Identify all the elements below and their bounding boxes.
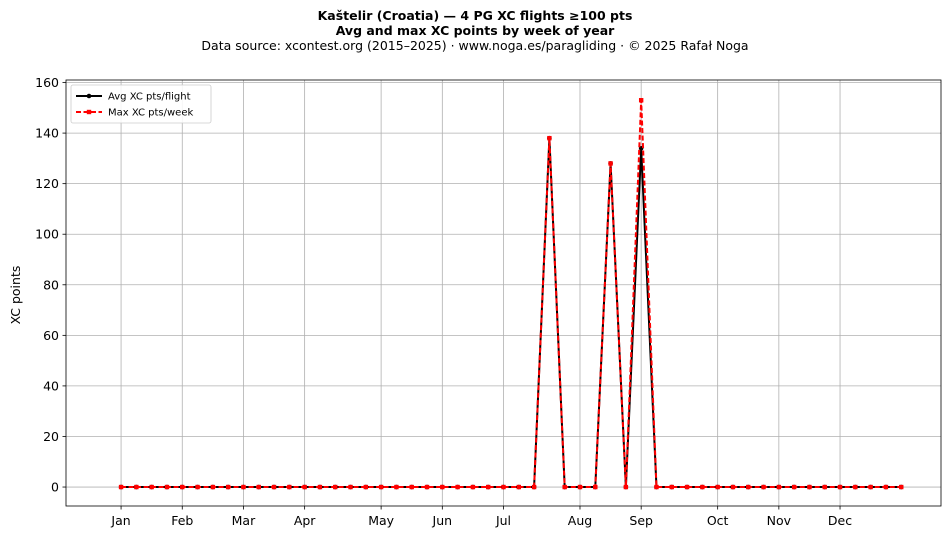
grid-layer — [66, 80, 941, 506]
y-tick-label: 140 — [35, 126, 59, 141]
max-point — [868, 484, 873, 490]
max-point — [302, 484, 307, 490]
max-point — [899, 484, 904, 490]
max-point — [287, 484, 292, 490]
max-point — [700, 484, 705, 490]
max-point — [608, 161, 613, 166]
max-point — [531, 484, 537, 490]
max-point — [180, 484, 185, 490]
max-point — [348, 484, 353, 490]
max-point — [837, 484, 843, 490]
max-point — [118, 484, 124, 490]
x-tick-label: Sep — [629, 513, 653, 528]
x-tick-label: Feb — [171, 513, 193, 528]
max-point — [547, 135, 552, 141]
max-point — [715, 484, 720, 490]
max-point — [486, 484, 491, 490]
legend-marker — [86, 93, 92, 99]
legend: Avg XC pts/flight Max XC pts/week — [70, 84, 212, 124]
x-tick-label: Dec — [828, 513, 852, 528]
x-tick-label: Oct — [707, 513, 729, 528]
legend-label: Avg XC pts/flight — [108, 92, 191, 103]
series-line-max — [121, 99, 902, 489]
max-point — [470, 484, 476, 490]
max-point — [271, 484, 277, 490]
y-tick-label: 0 — [51, 480, 59, 495]
y-tick-label: 40 — [43, 378, 59, 393]
max-point — [623, 484, 629, 490]
max-point — [746, 484, 751, 490]
y-tick-label: 120 — [35, 176, 59, 191]
max-point — [638, 98, 644, 103]
y-tick-label: 60 — [43, 328, 59, 343]
max-point — [654, 484, 659, 490]
series-line-avg — [121, 137, 902, 489]
max-point — [593, 484, 598, 490]
x-tick-label: Jul — [495, 513, 511, 528]
y-tick-label: 100 — [35, 227, 59, 242]
max-point — [424, 484, 430, 490]
legend-marker — [86, 109, 92, 115]
chart-title: Kaštelir (Croatia) — 4 PG XC flights ≥10… — [317, 8, 633, 23]
max-point — [577, 484, 583, 490]
max-point — [378, 484, 384, 490]
max-point — [241, 484, 246, 490]
max-point — [256, 484, 261, 490]
max-point — [853, 484, 858, 490]
max-point — [134, 484, 139, 490]
x-tick-label: Apr — [294, 513, 316, 528]
max-point — [822, 484, 827, 490]
x-tick-label: Jan — [110, 513, 130, 528]
max-point — [761, 484, 766, 490]
chart-subtitle: Avg and max XC points by week of year — [335, 23, 615, 38]
x-tick-label: May — [368, 513, 394, 528]
max-point — [501, 484, 506, 490]
max-point — [394, 484, 399, 490]
max-point — [791, 484, 797, 490]
chart-source-line: Data source: xcontest.org (2015–2025) · … — [201, 38, 749, 53]
max-point — [883, 484, 889, 490]
max-point — [730, 484, 736, 490]
max-point — [684, 484, 690, 490]
max-point — [409, 484, 414, 490]
x-tick-label: Nov — [767, 513, 792, 528]
legend-box — [70, 84, 212, 124]
max-point — [317, 484, 323, 490]
series-layer — [118, 98, 904, 490]
max-point — [195, 484, 200, 490]
max-point — [225, 484, 231, 490]
x-tick-label: Aug — [568, 513, 592, 528]
max-point — [776, 484, 782, 490]
max-point — [149, 484, 154, 490]
y-tick-label: 80 — [43, 277, 59, 292]
max-point — [164, 484, 170, 490]
x-tick-label: Jun — [432, 513, 453, 528]
max-point — [210, 484, 216, 490]
max-point — [562, 484, 567, 490]
y-tick-label: 20 — [43, 429, 59, 444]
chart-title-block: Kaštelir (Croatia) — 4 PG XC flights ≥10… — [0, 8, 950, 54]
max-point — [669, 484, 674, 490]
y-tick-label: 160 — [35, 75, 59, 90]
max-point — [516, 484, 521, 490]
legend-label: Max XC pts/week — [108, 108, 193, 119]
x-tick-label: Mar — [232, 513, 256, 528]
max-point — [807, 484, 812, 490]
y-axis-label: XC points — [8, 266, 23, 325]
max-point — [333, 484, 338, 490]
max-point — [363, 484, 369, 490]
axes-layer: 0 20 40 60 80 100 120 140 160 Jan Feb Mar Apr May Jun J… — [35, 75, 942, 528]
max-point — [440, 484, 445, 490]
max-point — [455, 484, 460, 490]
